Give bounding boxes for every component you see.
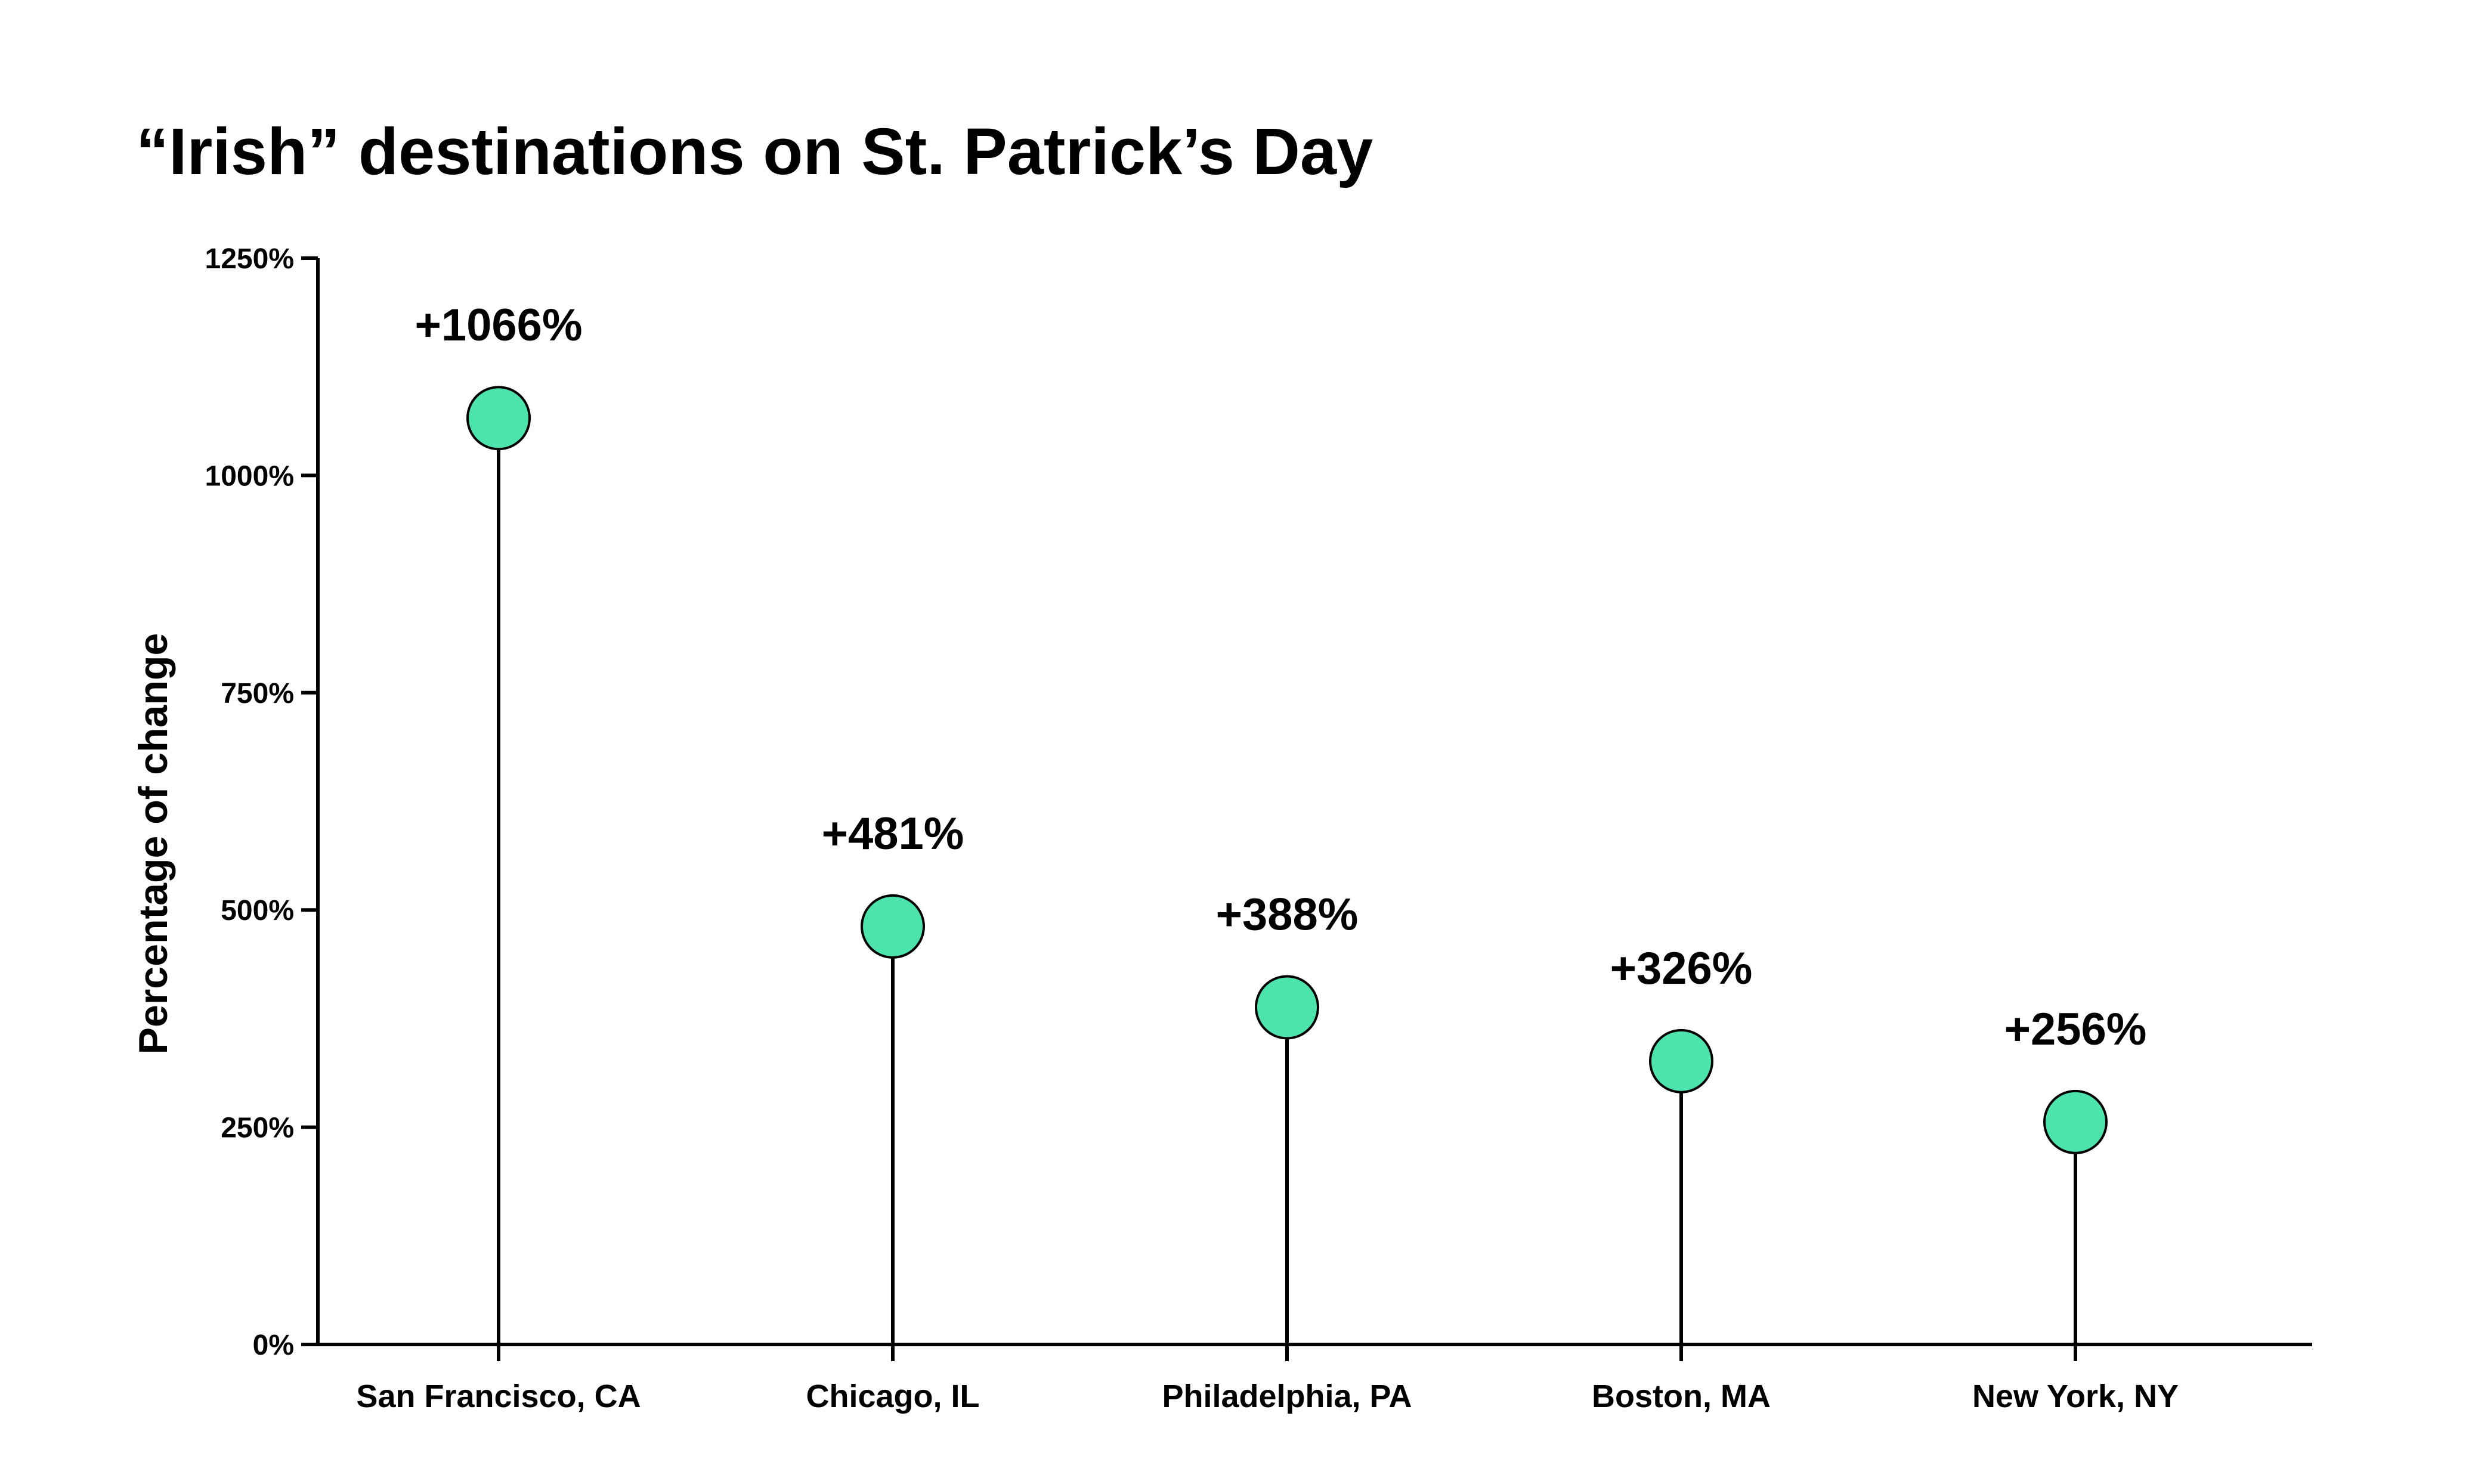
y-tick-label: 0% — [253, 1330, 294, 1361]
y-axis-label: Percentage of change — [131, 633, 176, 1055]
x-tick-label: New York, NY — [1972, 1378, 2179, 1414]
data-label: +388% — [1216, 889, 1359, 940]
y-tick-label: 250% — [221, 1113, 294, 1144]
lollipop-marker — [1649, 1028, 1713, 1093]
data-label: +326% — [1610, 943, 1753, 994]
data-label: +256% — [2004, 1004, 2147, 1055]
y-tick-label: 1000% — [205, 460, 294, 492]
axes — [316, 258, 2312, 1346]
y-tick-label: 500% — [221, 895, 294, 927]
data-marks: +1066% +481% +388% +326% +256% — [414, 300, 2146, 1344]
x-axis-ticks: San Francisco, CA Chicago, IL Philadelphia… — [356, 1344, 2179, 1414]
y-tick-label: 750% — [221, 678, 294, 710]
data-label: +1066% — [414, 300, 582, 351]
lollipop-marker — [861, 894, 925, 959]
x-tick-label: San Francisco, CA — [356, 1378, 641, 1414]
lollipop-marker — [1255, 975, 1319, 1040]
x-tick-label: Philadelphia, PA — [1162, 1378, 1412, 1414]
y-tick-label: 1250% — [205, 243, 294, 275]
y-axis-ticks: 0% 250% 500% 750% 1000% 1250% — [205, 243, 318, 1361]
data-label: +481% — [822, 808, 964, 859]
x-tick-label: Chicago, IL — [806, 1378, 979, 1414]
x-tick-label: Boston, MA — [1592, 1378, 1771, 1414]
lollipop-marker — [466, 386, 531, 451]
chart-title: “Irish” destinations on St. Patrick’s Da… — [136, 115, 1373, 188]
lollipop-marker — [2043, 1089, 2108, 1154]
